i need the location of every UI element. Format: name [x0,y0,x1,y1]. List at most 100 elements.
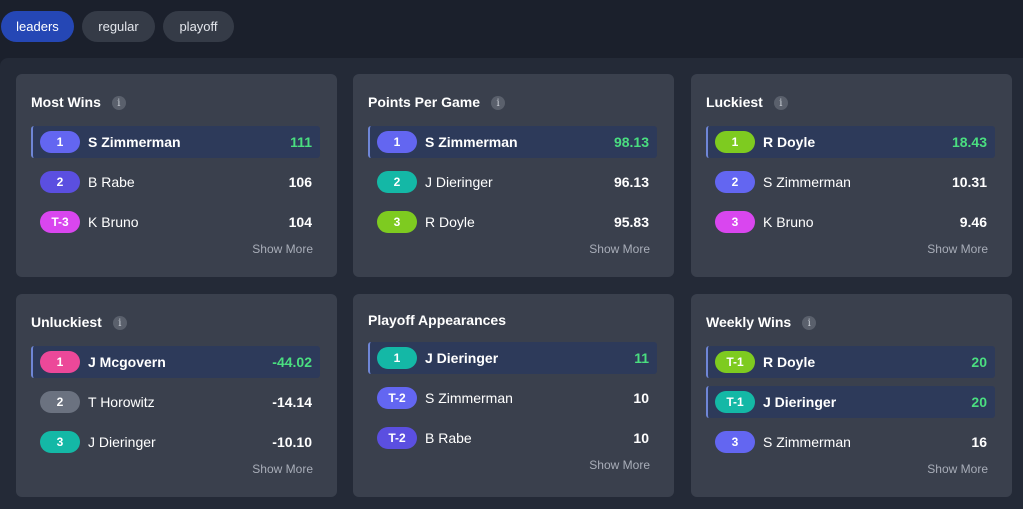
stat-value: 11 [634,350,649,366]
show-more-link[interactable]: Show More [927,462,988,476]
stat-value: -10.10 [272,434,312,450]
card-title: Unluckiest i [31,314,127,330]
player-name: J Dieringer [763,394,837,410]
leader-row[interactable]: 3 J Dieringer -10.10 [31,426,320,458]
tab-leaders[interactable]: leaders [1,11,74,42]
player-name: T Horowitz [88,394,155,410]
player-name: J Dieringer [88,434,156,450]
card-title-text: Most Wins [31,94,101,110]
card-title-text: Playoff Appearances [368,312,506,328]
card-title: Playoff Appearances [368,312,506,328]
leader-row[interactable]: 1 S Zimmerman 111 [31,126,320,158]
show-more-link[interactable]: Show More [252,462,313,476]
tab-bar: leaders regular playoff [0,0,1023,58]
card-luckiest: Luckiest i 1 R Doyle 18.43 2 S Zimmerman… [691,74,1012,277]
card-title: Weekly Wins i [706,314,817,330]
leader-row[interactable]: 1 S Zimmerman 98.13 [368,126,657,158]
player-name: B Rabe [425,430,472,446]
info-icon[interactable]: i [802,316,817,330]
stat-value: 10 [633,390,649,406]
player-name: R Doyle [763,134,816,150]
stat-value: -14.14 [272,394,312,410]
rank-badge: 2 [377,171,417,193]
stat-value: 111 [290,134,312,150]
card-title-text: Luckiest [706,94,763,110]
card-title-text: Points Per Game [368,94,481,110]
tab-regular[interactable]: regular [82,11,155,42]
rank-badge: 3 [715,431,755,453]
info-icon[interactable]: i [112,316,127,330]
leader-row[interactable]: T-2 B Rabe 10 [368,422,657,454]
leader-row[interactable]: T-2 S Zimmerman 10 [368,382,657,414]
info-icon[interactable]: i [491,96,506,110]
leader-row[interactable]: 2 B Rabe 106 [31,166,320,198]
stat-value: 20 [971,354,987,370]
rank-badge: T-2 [377,387,417,409]
stat-value: -44.02 [272,354,312,370]
rank-badge: 3 [715,211,755,233]
rank-badge: T-1 [715,351,755,373]
player-name: R Doyle [425,214,475,230]
leader-row[interactable]: 1 J Mcgovern -44.02 [31,346,320,378]
stat-value: 16 [971,434,987,450]
rank-badge: 1 [377,347,417,369]
card-most-wins: Most Wins i 1 S Zimmerman 111 2 B Rabe 1… [16,74,337,277]
show-more-link[interactable]: Show More [252,242,313,256]
show-more-link[interactable]: Show More [589,242,650,256]
leader-row[interactable]: T-1 R Doyle 20 [706,346,995,378]
leader-row[interactable]: 2 S Zimmerman 10.31 [706,166,995,198]
leader-row[interactable]: 2 J Dieringer 96.13 [368,166,657,198]
card-playoff-appearances: Playoff Appearances 1 J Dieringer 11 T-2… [353,294,674,497]
leader-row[interactable]: 2 T Horowitz -14.14 [31,386,320,418]
rank-badge: 1 [40,351,80,373]
player-name: J Dieringer [425,350,499,366]
stat-value: 10.31 [951,174,987,190]
leader-row[interactable]: 1 R Doyle 18.43 [706,126,995,158]
show-more-link[interactable]: Show More [589,458,650,472]
player-name: S Zimmerman [763,434,851,450]
tab-playoff[interactable]: playoff [163,11,234,42]
player-name: R Doyle [763,354,816,370]
rank-badge: 1 [377,131,417,153]
info-icon[interactable]: i [773,96,788,110]
rank-badge: T-1 [715,391,755,413]
stat-value: 96.13 [613,174,649,190]
player-name: S Zimmerman [425,134,518,150]
card-title: Most Wins i [31,94,126,110]
card-weekly-wins: Weekly Wins i T-1 R Doyle 20 T-1 J Dieri… [691,294,1012,497]
leader-row[interactable]: 3 S Zimmerman 16 [706,426,995,458]
stat-value: 18.43 [951,134,987,150]
rank-badge: T-2 [377,427,417,449]
card-points-per-game: Points Per Game i 1 S Zimmerman 98.13 2 … [353,74,674,277]
player-name: J Dieringer [425,174,493,190]
rank-badge: 2 [40,391,80,413]
rank-badge: 3 [377,211,417,233]
player-name: B Rabe [88,174,135,190]
rank-badge: 2 [715,171,755,193]
stat-value: 98.13 [613,134,649,150]
info-icon[interactable]: i [111,96,126,110]
player-name: K Bruno [88,214,139,230]
stat-value: 9.46 [959,214,987,230]
player-name: S Zimmerman [763,174,851,190]
stat-value: 95.83 [613,214,649,230]
card-unluckiest: Unluckiest i 1 J Mcgovern -44.02 2 T Hor… [16,294,337,497]
leaders-panel: Most Wins i 1 S Zimmerman 111 2 B Rabe 1… [0,58,1023,509]
show-more-link[interactable]: Show More [927,242,988,256]
card-title-text: Unluckiest [31,314,102,330]
card-title: Luckiest i [706,94,788,110]
stat-value: 20 [971,394,987,410]
leader-row[interactable]: T-1 J Dieringer 20 [706,386,995,418]
stat-value: 106 [288,174,312,190]
leader-row[interactable]: 1 J Dieringer 11 [368,342,657,374]
player-name: J Mcgovern [88,354,166,370]
leader-row[interactable]: 3 R Doyle 95.83 [368,206,657,238]
leader-row[interactable]: T-3 K Bruno 104 [31,206,320,238]
player-name: S Zimmerman [425,390,513,406]
rank-badge: 3 [40,431,80,453]
card-title-text: Weekly Wins [706,314,792,330]
rank-badge: 2 [40,171,80,193]
stat-value: 10 [633,430,649,446]
rank-badge: 1 [715,131,755,153]
leader-row[interactable]: 3 K Bruno 9.46 [706,206,995,238]
